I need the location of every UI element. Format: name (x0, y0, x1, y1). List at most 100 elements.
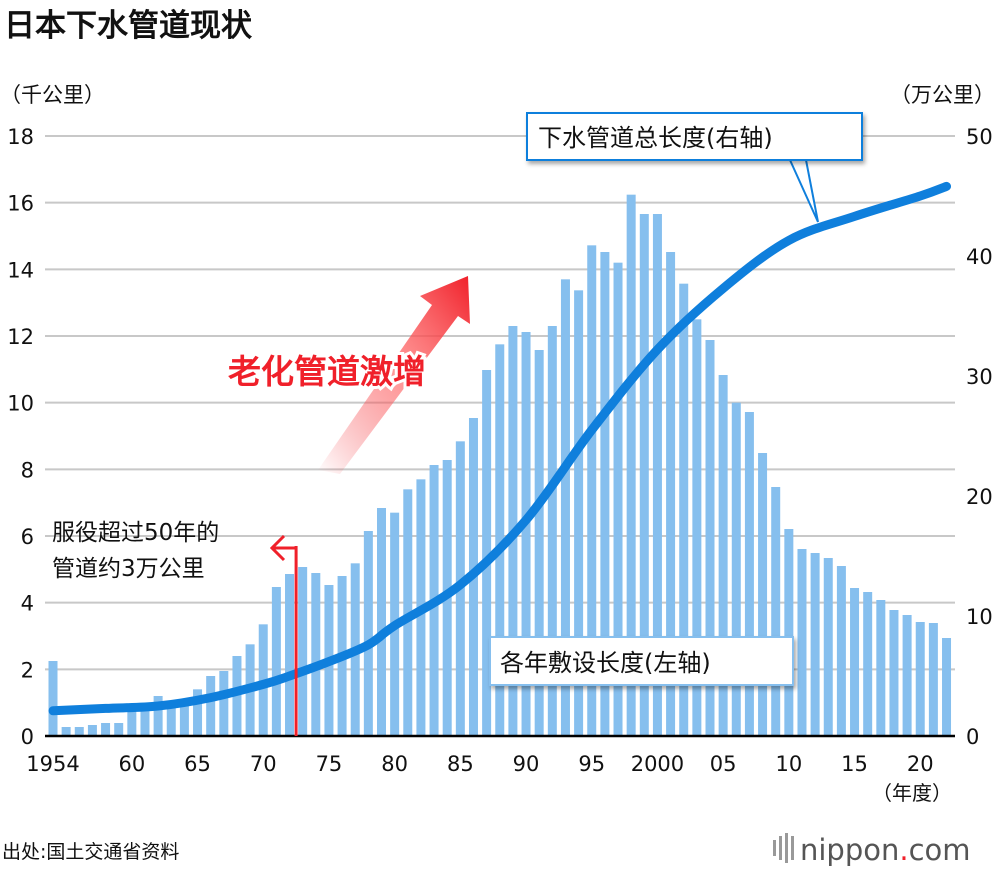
bar (810, 553, 820, 736)
bar (114, 723, 124, 736)
left-tick-label: 10 (7, 392, 34, 416)
x-tick-label: 15 (841, 752, 868, 776)
bar (600, 252, 610, 736)
bar (942, 638, 952, 736)
aging-text-line1: 服役超过50年的 (52, 520, 219, 546)
bar (311, 573, 321, 736)
bar (495, 344, 505, 736)
bar (127, 711, 137, 736)
bar (61, 727, 71, 736)
aging-text-line2: 管道约3万公里 (52, 556, 205, 582)
left-tick-label: 12 (7, 325, 34, 349)
bar (534, 350, 544, 736)
bar (74, 727, 84, 736)
bar (652, 214, 662, 736)
x-tick-label: 85 (447, 752, 474, 776)
left-tick-label: 0 (21, 725, 34, 749)
right-tick-labels: 0 10 20 30 40 50 (966, 125, 993, 749)
left-tick-label: 2 (21, 658, 34, 682)
logo-mark-icon (773, 833, 794, 863)
bar (179, 702, 189, 736)
bar (298, 567, 308, 736)
bar (87, 725, 97, 736)
right-tick-label: 30 (966, 365, 993, 389)
bar (271, 587, 281, 736)
logo-text: nippon.com (800, 833, 971, 867)
bar (626, 194, 636, 736)
left-tick-label: 14 (7, 258, 34, 282)
x-tick-label: 65 (184, 752, 211, 776)
x-tick-label: 80 (381, 752, 408, 776)
bar (784, 529, 794, 736)
left-axis-label: （千公里） (0, 83, 105, 107)
bar (639, 214, 649, 736)
source-text: 出处:国土交通省资料 (2, 841, 179, 863)
chart-title: 日本下水管道现状 (4, 8, 253, 44)
line-callout-text: 下水管道总长度(右轴) (538, 124, 773, 152)
bar (836, 566, 846, 736)
x-axis-label: （年度） (872, 781, 952, 805)
x-tick-label: 95 (578, 752, 605, 776)
line-callout-box (526, 112, 863, 161)
arrow-left-icon (269, 534, 297, 562)
bar (377, 508, 386, 736)
x-tick-label: 20 (907, 752, 934, 776)
bar (666, 252, 676, 736)
right-axis-label: （万公里） (890, 83, 995, 107)
left-tick-label: 4 (21, 592, 34, 616)
nippon-logo: nippon.com (773, 833, 971, 867)
x-tick-label: 60 (118, 752, 145, 776)
bar (166, 706, 176, 736)
bar (692, 319, 702, 736)
bar-callout-text: 各年敷设长度(左轴) (500, 649, 711, 677)
bar (863, 592, 873, 736)
left-tick-label: 6 (21, 525, 34, 549)
bar (797, 549, 807, 736)
surge-text: 老化管道激增 (228, 352, 426, 391)
bar (823, 558, 833, 736)
bar (915, 622, 925, 736)
x-tick-label: 10 (775, 752, 802, 776)
left-tick-label: 18 (7, 125, 34, 149)
right-tick-label: 20 (966, 485, 993, 509)
x-tick-label: 2000 (631, 752, 684, 776)
right-tick-label: 50 (966, 125, 993, 149)
bar (679, 283, 689, 736)
line-callout-pointer (789, 159, 819, 223)
bar-callout-box (489, 636, 794, 686)
bar (928, 623, 938, 736)
bar (521, 332, 531, 736)
x-tick-label: 1954 (26, 752, 79, 776)
bar (744, 412, 754, 736)
x-tick-label: 05 (710, 752, 737, 776)
bar (560, 279, 570, 736)
bar (547, 326, 557, 736)
right-tick-label: 10 (966, 605, 993, 629)
bar (902, 615, 912, 736)
bar (758, 453, 768, 736)
bar (140, 711, 150, 736)
surge-arrow-icon (318, 276, 470, 474)
bar (876, 600, 886, 736)
bar (285, 574, 295, 736)
bar (705, 340, 715, 736)
bar (206, 676, 216, 736)
bar (482, 370, 492, 736)
left-tick-label: 8 (21, 458, 34, 482)
x-tick-labels: 1954 60 65 70 75 80 85 90 95 2000 05 10 15 20 (26, 752, 933, 776)
left-tick-label: 16 (7, 192, 34, 216)
right-tick-label: 40 (966, 245, 993, 269)
x-tick-label: 75 (316, 752, 343, 776)
bar (731, 402, 741, 736)
x-tick-label: 90 (513, 752, 540, 776)
bar (219, 671, 229, 736)
bar (889, 610, 899, 736)
bar (48, 661, 58, 736)
bar (587, 245, 597, 737)
bar (718, 375, 728, 736)
bar (101, 723, 111, 736)
bar (153, 696, 163, 736)
bar (363, 531, 373, 736)
bar (193, 689, 203, 736)
